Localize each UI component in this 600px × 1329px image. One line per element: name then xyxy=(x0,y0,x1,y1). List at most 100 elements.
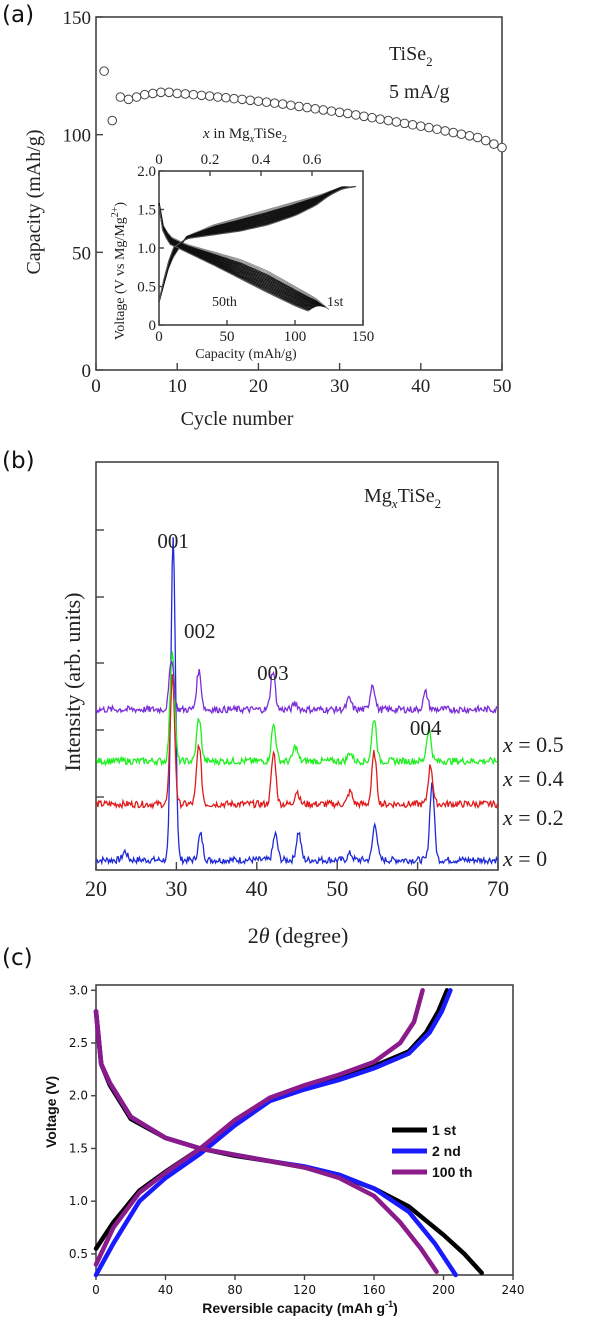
capacity-point xyxy=(139,89,150,100)
capacity-point xyxy=(480,135,491,146)
capacity-point xyxy=(172,88,182,99)
capacity-point xyxy=(351,110,361,120)
capacity-point xyxy=(310,103,321,114)
capacity-point xyxy=(334,107,345,118)
capacity-point xyxy=(367,112,377,123)
peak-label-002: 002 xyxy=(184,619,216,643)
panel-a-xlabel: Cycle number xyxy=(181,408,294,430)
series-label: x = 0.4 xyxy=(502,766,564,791)
capacity-point xyxy=(204,91,215,101)
inset-label-fiftieth: 50th xyxy=(212,295,237,310)
inset-xtick-label: 150 xyxy=(352,329,375,345)
panel-a-ytick-label: 50 xyxy=(72,243,91,264)
xrd-pattern xyxy=(95,651,498,767)
series-label: x = 0.5 xyxy=(502,732,564,757)
capacity-point xyxy=(196,90,207,101)
capacity-point xyxy=(497,142,507,153)
xrd-pattern xyxy=(95,660,498,716)
inset-cycle-curve xyxy=(158,201,330,310)
inset-label-first: 1st xyxy=(327,295,343,310)
capacity-point xyxy=(123,94,134,105)
panel-c-ytick-label: 3.0 xyxy=(69,983,88,997)
panel-c-axes: 0 40 80 120 160 200 240 0.5 1.0 1.5 2.0 2.5 3.0 xyxy=(69,983,525,1297)
panel-c-xtick-label: 40 xyxy=(158,1283,173,1297)
panel-a-axes: 0 10 20 30 40 50 0 50 100 150 xyxy=(63,8,512,397)
capacity-point xyxy=(448,127,459,138)
capacity-point xyxy=(318,105,329,115)
xrd-pattern xyxy=(95,674,499,810)
discharge-curve xyxy=(93,1009,458,1278)
inset-ytick-label: 0.5 xyxy=(137,280,156,296)
inset-top-axis-label: x in MgxTiSe2 xyxy=(202,126,287,145)
charge-curve xyxy=(93,988,453,1278)
inset-xtick-label: 100 xyxy=(284,329,307,345)
panel-a-compound: TiSe2 xyxy=(389,43,433,69)
capacity-point xyxy=(253,96,264,107)
panel-b-xtick-label: 30 xyxy=(165,876,187,901)
capacity-point xyxy=(326,106,337,116)
inset-top-xtick-label: 0.4 xyxy=(252,152,271,168)
panel-b-xtick-label: 60 xyxy=(407,876,429,901)
series-label: x = 0.2 xyxy=(502,805,564,830)
capacity-point xyxy=(156,87,166,98)
capacity-point xyxy=(245,95,256,106)
series-label: x = 0 xyxy=(502,846,547,871)
panel-c-xtick-label: 0 xyxy=(92,1283,100,1297)
panel-b-label: (b) xyxy=(2,448,35,474)
panel-b-series-labels: x = 0 x = 0.2 x = 0.4 x = 0.5 xyxy=(502,732,564,871)
capacity-point xyxy=(115,92,126,102)
panel-c-ytick-label: 2.0 xyxy=(69,1089,88,1103)
inset-cycle-curve xyxy=(158,205,309,312)
capacity-point xyxy=(261,97,272,107)
panel-b-frame xyxy=(95,461,499,871)
panel-a-xtick-label: 20 xyxy=(249,376,268,397)
panel-c-xtick-label: 200 xyxy=(432,1283,455,1297)
panel-c-ylabel: Voltage (V) xyxy=(43,1076,59,1148)
capacity-point xyxy=(277,99,288,109)
panel-c-label: (c) xyxy=(2,945,33,971)
inset-ylabel: Voltage (V vs Mg/Mg2+) xyxy=(110,202,128,340)
capacity-point xyxy=(99,66,109,76)
capacity-point xyxy=(131,92,142,102)
capacity-point xyxy=(294,101,304,112)
legend-label: 1 st xyxy=(432,1122,456,1138)
capacity-point xyxy=(440,126,450,136)
panel-a-rate: 5 mA/g xyxy=(389,81,450,103)
capacity-point xyxy=(416,121,426,131)
inset-ytick-label: 0 xyxy=(149,318,157,334)
capacity-point xyxy=(456,129,467,139)
panel-b-axes: 20 30 40 50 60 70 xyxy=(85,461,509,901)
capacity-point xyxy=(221,92,231,103)
panel-c-xlabel: Reversible capacity (mAh g-1) xyxy=(202,1299,398,1316)
capacity-point xyxy=(472,132,483,143)
panel-a-xtick-label: 50 xyxy=(493,376,512,397)
capacity-point xyxy=(229,93,239,104)
capacity-point xyxy=(391,117,402,127)
capacity-point xyxy=(302,102,312,113)
panel-a-xtick-label: 30 xyxy=(330,376,349,397)
panel-c: (c) 0 40 80 120 160 200 2400.51.01.52.02.53.0 … xyxy=(2,945,524,1316)
inset-curves xyxy=(158,185,357,312)
panel-c-ytick-label: 1.0 xyxy=(69,1194,88,1208)
panel-c-ytick-label: 0.5 xyxy=(69,1247,88,1261)
panel-b-peak-labels: 001 002 003 004 xyxy=(157,529,441,740)
capacity-point xyxy=(399,118,410,129)
capacity-point xyxy=(164,87,174,98)
panel-b-ylabel: Intensity (arb. units) xyxy=(60,592,85,771)
discharge-curve xyxy=(93,1009,439,1275)
capacity-point xyxy=(213,92,223,102)
inset-top-xtick-label: 0.6 xyxy=(303,152,322,168)
legend-label: 100 th xyxy=(432,1164,472,1180)
panel-c-xtick-label: 80 xyxy=(227,1283,242,1297)
peak-label-003: 003 xyxy=(257,661,289,685)
panel-a-xtick-label: 10 xyxy=(168,376,187,397)
capacity-point xyxy=(464,131,475,141)
capacity-point xyxy=(424,122,434,133)
panel-b-xtick-label: 20 xyxy=(85,876,107,901)
inset-xtick-label: 0 xyxy=(155,329,163,345)
inset-xlabel: Capacity (mAh/g) xyxy=(195,347,297,362)
panel-a-ytick-label: 0 xyxy=(82,361,92,382)
